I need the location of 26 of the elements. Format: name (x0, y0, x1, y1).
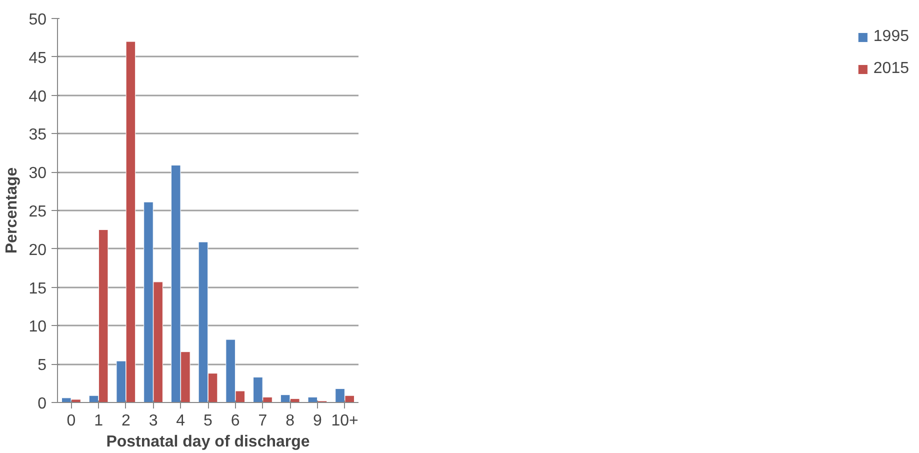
y-tick-label: 50 (28, 12, 47, 28)
x-tick-label: 9 (313, 412, 322, 430)
x-tick-label: 3 (148, 412, 158, 430)
x-tick-label: 0 (66, 412, 76, 430)
y-tick-label: 20 (28, 242, 47, 259)
y-tick-label: 25 (28, 204, 47, 220)
y-tick-label: 35 (28, 126, 47, 144)
y-tick-label: 10 (28, 318, 47, 336)
x-tick-label: 5 (204, 412, 213, 430)
legend-label: 1995 (873, 28, 909, 46)
x-tick-label: 7 (258, 412, 268, 430)
x-tick-label: 6 (230, 412, 240, 430)
y-tick-label: 40 (28, 88, 47, 106)
y-axis-title: Percentage (4, 167, 21, 254)
legend-label: 2015 (873, 60, 909, 78)
y-tick-label: 0 (38, 396, 47, 412)
y-tick-label: 15 (28, 280, 47, 298)
x-tick-label: 2 (121, 412, 130, 430)
x-tick-label: 1 (94, 412, 104, 430)
x-tick-label: 8 (286, 412, 295, 430)
x-tick-label: 10+ (331, 412, 358, 430)
y-tick-label: 5 (38, 357, 47, 374)
y-tick-label: 45 (28, 50, 47, 67)
y-tick-label: 30 (28, 165, 47, 182)
x-axis-title: Postnatal day of discharge (106, 434, 310, 450)
x-tick-label: 4 (176, 412, 186, 430)
